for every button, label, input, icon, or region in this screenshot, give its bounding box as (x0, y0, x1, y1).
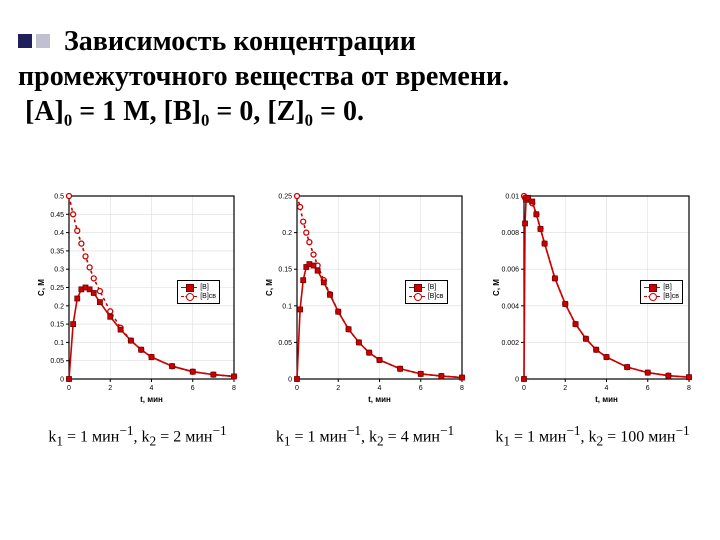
title-line2: промежуточного вещества от времени. (18, 61, 509, 92)
chart-legend: [B][B]св (177, 280, 220, 304)
svg-text:2: 2 (336, 385, 340, 392)
svg-text:0: 0 (522, 385, 526, 392)
svg-text:8: 8 (232, 385, 236, 392)
svg-text:0.05: 0.05 (278, 340, 292, 347)
svg-text:0: 0 (60, 377, 64, 384)
svg-text:t, мин: t, мин (140, 395, 163, 404)
svg-text:C, M: C, M (492, 279, 501, 296)
chart-1-caption: k1 = 1 мин−1, k2 = 2 мин−1 (48, 423, 226, 450)
svg-text:0.008: 0.008 (501, 230, 519, 237)
svg-text:4: 4 (150, 385, 154, 392)
svg-text:0.01: 0.01 (505, 194, 519, 201)
svg-text:0.002: 0.002 (501, 340, 519, 347)
chart-row: 0 0.05 0.1 0.15 0.2 0.25 0.3 0.35 0.4 0.45 0.5 0 2 4 6… (30, 190, 700, 450)
svg-text:0.35: 0.35 (50, 248, 64, 255)
svg-text:0.3: 0.3 (54, 267, 64, 274)
title-line3: [A]₀ = 1 М, [B]₀ = 0, [Z]₀ = 0. (25, 96, 364, 127)
svg-text:t, мин: t, мин (595, 395, 618, 404)
svg-text:0.006: 0.006 (501, 267, 519, 274)
svg-text:0.5: 0.5 (54, 194, 64, 201)
svg-text:0.05: 0.05 (50, 358, 64, 365)
chart-legend: [B][B]св (405, 280, 448, 304)
svg-text:C, M: C, M (265, 279, 274, 296)
chart-3-caption: k1 = 1 мин−1, k2 = 100 мин−1 (495, 423, 689, 450)
svg-text:0.15: 0.15 (278, 267, 292, 274)
svg-text:4: 4 (605, 385, 609, 392)
chart-1: 0 0.05 0.1 0.15 0.2 0.25 0.3 0.35 0.4 0.45 0.5 0 2 4 6… (35, 190, 240, 405)
svg-text:0.2: 0.2 (54, 303, 64, 310)
chart-panel-2: 0 0.05 0.1 0.15 0.2 0.25 0 2 4 6 8 t, мин C, M [B][B]… (258, 190, 473, 450)
svg-text:0.2: 0.2 (282, 230, 292, 237)
svg-text:0.45: 0.45 (50, 212, 64, 219)
svg-text:t, мин: t, мин (368, 395, 391, 404)
svg-text:8: 8 (460, 385, 464, 392)
svg-text:6: 6 (191, 385, 195, 392)
bullet-icon (18, 34, 32, 48)
svg-text:4: 4 (377, 385, 381, 392)
svg-text:0.004: 0.004 (501, 303, 519, 310)
svg-text:0: 0 (288, 377, 292, 384)
svg-text:C, M: C, M (37, 279, 46, 296)
svg-text:6: 6 (646, 385, 650, 392)
svg-text:0.1: 0.1 (54, 340, 64, 347)
svg-text:0: 0 (515, 377, 519, 384)
chart-legend: [B][B]св (640, 280, 683, 304)
svg-text:0.4: 0.4 (54, 230, 64, 237)
svg-text:0.25: 0.25 (50, 285, 64, 292)
svg-text:0.15: 0.15 (50, 322, 64, 329)
svg-text:8: 8 (687, 385, 691, 392)
chart-3: 0 0.002 0.004 0.006 0.008 0.01 0 2 4 6 8 t, мин C, M… (490, 190, 695, 405)
svg-text:0: 0 (67, 385, 71, 392)
title-line1: Зависимость концентрации (64, 26, 416, 57)
chart-2-caption: k1 = 1 мин−1, k2 = 4 мин−1 (276, 423, 454, 450)
svg-text:0.1: 0.1 (282, 303, 292, 310)
chart-panel-1: 0 0.05 0.1 0.15 0.2 0.25 0.3 0.35 0.4 0.45 0.5 0 2 4 6… (30, 190, 245, 450)
chart-panel-3: 0 0.002 0.004 0.006 0.008 0.01 0 2 4 6 8 t, мин C, M… (485, 190, 700, 450)
svg-text:2: 2 (108, 385, 112, 392)
svg-text:6: 6 (418, 385, 422, 392)
slide-title: Зависимость концентрации промежуточного … (18, 24, 702, 129)
chart-2: 0 0.05 0.1 0.15 0.2 0.25 0 2 4 6 8 t, мин C, M [B][B]… (263, 190, 468, 405)
svg-text:2: 2 (563, 385, 567, 392)
svg-text:0.25: 0.25 (278, 194, 292, 201)
svg-text:0: 0 (295, 385, 299, 392)
